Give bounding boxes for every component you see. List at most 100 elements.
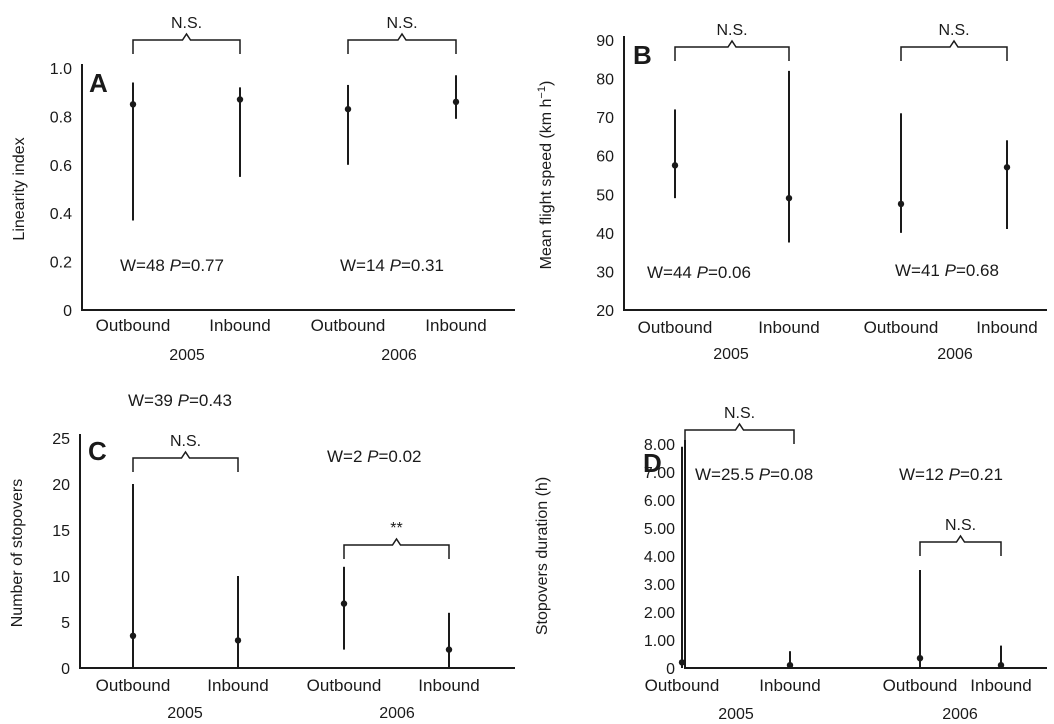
panel-b-stat-text: W=41 P=0.68 bbox=[895, 261, 999, 280]
panel-b-y-tick-label: 20 bbox=[596, 303, 614, 320]
panel-b-category-label: Inbound bbox=[976, 318, 1037, 337]
panel-a-y-axis-label-main: Linearity index bbox=[11, 137, 28, 240]
panel-d-stat-w: W=25.5 bbox=[695, 465, 759, 484]
panel-c-median-point bbox=[129, 632, 137, 639]
panel-b-category-label: Outbound bbox=[864, 318, 939, 337]
panel-c-median-point bbox=[445, 646, 453, 653]
panel-c-y-axis-label: Number of stopovers bbox=[9, 479, 26, 628]
panel-b-stat-p-value: =0.06 bbox=[708, 263, 751, 282]
panel-c-category-label: Outbound bbox=[307, 676, 382, 695]
panel-a-category-label: Outbound bbox=[311, 316, 386, 335]
panel-c-significance-bracket bbox=[132, 450, 239, 472]
panel-c-group-label: 2005 bbox=[167, 705, 203, 722]
panel-d-median-point bbox=[997, 662, 1005, 669]
panel-d-y-tick-label: 8.00 bbox=[644, 437, 675, 454]
panel-c-significance-label: N.S. bbox=[170, 433, 201, 450]
panel-c-stat-p-value: =0.02 bbox=[379, 447, 422, 466]
panel-c-letter: C bbox=[88, 436, 107, 466]
panel-a-category-label: Outbound bbox=[96, 316, 171, 335]
panel-d-median-point bbox=[786, 662, 794, 669]
panel-b-y-tick-label: 60 bbox=[596, 149, 614, 166]
panel-b-stat-p-label: P bbox=[945, 261, 957, 280]
panel-c-median-point bbox=[340, 600, 348, 607]
panel-a-median-point bbox=[129, 101, 137, 108]
panel-d-stat-p-label: P bbox=[759, 465, 771, 484]
panel-a-letter: A bbox=[89, 68, 108, 98]
panel-d-category-label: Inbound bbox=[970, 676, 1031, 695]
panel-d-stat-p-value: =0.21 bbox=[960, 465, 1003, 484]
panel-a-significance-bracket bbox=[347, 32, 457, 54]
panel-c-stat-text: W=39 P=0.43 bbox=[128, 391, 232, 410]
panel-d-category-label: Outbound bbox=[883, 676, 958, 695]
panel-c-category-label: Inbound bbox=[418, 676, 479, 695]
panel-d-stat-text: W=12 P=0.21 bbox=[899, 465, 1003, 484]
panel-b-stat-p-label: P bbox=[697, 263, 709, 282]
panel-b-stat-w: W=44 bbox=[647, 263, 697, 282]
panel-d-stat-w: W=12 bbox=[899, 465, 949, 484]
panel-a-stat-text: W=14 P=0.31 bbox=[340, 256, 444, 275]
panel-a-y-tick-label: 0.2 bbox=[50, 255, 72, 272]
panel-c-y-tick-label: 15 bbox=[52, 523, 70, 540]
panel-b-y-axis-label-end: ) bbox=[538, 81, 555, 86]
panel-d-y-tick-label: 5.00 bbox=[644, 521, 675, 538]
panel-a-stat-text: W=48 P=0.77 bbox=[120, 256, 224, 275]
panel-b-y-axis-label-sup: −1 bbox=[536, 86, 548, 99]
panel-a-y-tick-label: 1.0 bbox=[50, 61, 72, 78]
panel-a-median-point bbox=[236, 96, 244, 103]
panel-c-y-tick-label: 10 bbox=[52, 569, 70, 586]
panel-c-significance-label: ** bbox=[390, 520, 402, 537]
panel-c-y-tick-label: 0 bbox=[61, 661, 70, 678]
panel-b-significance-bracket bbox=[674, 39, 790, 61]
panel-d-category-label: Outbound bbox=[645, 676, 720, 695]
panel-d-group-label: 2006 bbox=[942, 706, 978, 723]
panel-c-stat-p-value: =0.43 bbox=[189, 391, 232, 410]
panel-c-stat-text: W=2 P=0.02 bbox=[327, 447, 422, 466]
panel-d-y-axis-label-main: Stopovers duration (h) bbox=[534, 477, 551, 635]
panel-a-category-label: Inbound bbox=[425, 316, 486, 335]
panel-d-y-tick-label: 4.00 bbox=[644, 549, 675, 566]
panel-b-y-axis-label: Mean flight speed (km h−1) bbox=[536, 81, 555, 270]
panel-d-stat-p-value: =0.08 bbox=[770, 465, 813, 484]
panel-d-y-tick-label: 3.00 bbox=[644, 577, 675, 594]
panel-d-letter: D bbox=[643, 448, 662, 478]
panel-b-stat-text: W=44 P=0.06 bbox=[647, 263, 751, 282]
panel-b-group-label: 2006 bbox=[937, 346, 973, 362]
panel-a-y-tick-label: 0.8 bbox=[50, 109, 72, 126]
panel-a-significance-bracket bbox=[132, 32, 241, 54]
panel-b-letter: B bbox=[633, 40, 652, 70]
panel-a-stat-w: W=14 bbox=[340, 256, 390, 275]
panel-d-median-point bbox=[678, 659, 686, 666]
panel-a-category-label: Inbound bbox=[209, 316, 270, 335]
panel-a-stat-p-label: P bbox=[390, 256, 402, 275]
panel-b-median-point bbox=[671, 162, 679, 169]
panel-a-y-tick-label: 0.6 bbox=[50, 158, 72, 175]
panel-d-category-label: Inbound bbox=[759, 676, 820, 695]
panel-d-y-tick-label: 1.00 bbox=[644, 633, 675, 650]
panel-b-significance-label: N.S. bbox=[938, 22, 969, 39]
panel-c-y-axis-label-main: Number of stopovers bbox=[9, 479, 26, 628]
panel-b-y-tick-label: 80 bbox=[596, 72, 614, 89]
panel-d-significance-label: N.S. bbox=[724, 405, 755, 422]
panel-a-group-label: 2006 bbox=[381, 347, 417, 362]
panel-c-median-point bbox=[234, 637, 242, 644]
panel-a-significance-label: N.S. bbox=[171, 15, 202, 32]
panel-a-stat-w: W=48 bbox=[120, 256, 170, 275]
panel-d-significance-bracket bbox=[684, 422, 795, 444]
panel-d-median-point bbox=[916, 655, 924, 662]
panel-c-category-label: Inbound bbox=[207, 676, 268, 695]
panel-c-stat-w: W=39 bbox=[128, 391, 178, 410]
panel-d-y-axis-label: Stopovers duration (h) bbox=[534, 477, 551, 635]
panel-a-chart: 0 0.2 0.4 0.6 0.8 1.0 Outbound Inbound Outbound I… bbox=[11, 15, 515, 362]
panel-b-y-tick-label: 50 bbox=[596, 187, 614, 204]
panel-b-category-label: Outbound bbox=[638, 318, 713, 337]
panel-b-category-label: Inbound bbox=[758, 318, 819, 337]
panel-c-stat-p-label: P bbox=[178, 391, 190, 410]
panel-c-category-label: Outbound bbox=[96, 676, 171, 695]
panel-c-y-tick-label: 5 bbox=[61, 615, 70, 632]
panel-a-significance-label: N.S. bbox=[386, 15, 417, 32]
panel-a-group-label: 2005 bbox=[169, 347, 205, 362]
panel-a-median-point bbox=[344, 105, 352, 113]
panel-d-y-tick-label: 2.00 bbox=[644, 605, 675, 622]
panel-d-stat-text: W=25.5 P=0.08 bbox=[695, 465, 813, 484]
panel-d-group-label: 2005 bbox=[718, 706, 754, 723]
